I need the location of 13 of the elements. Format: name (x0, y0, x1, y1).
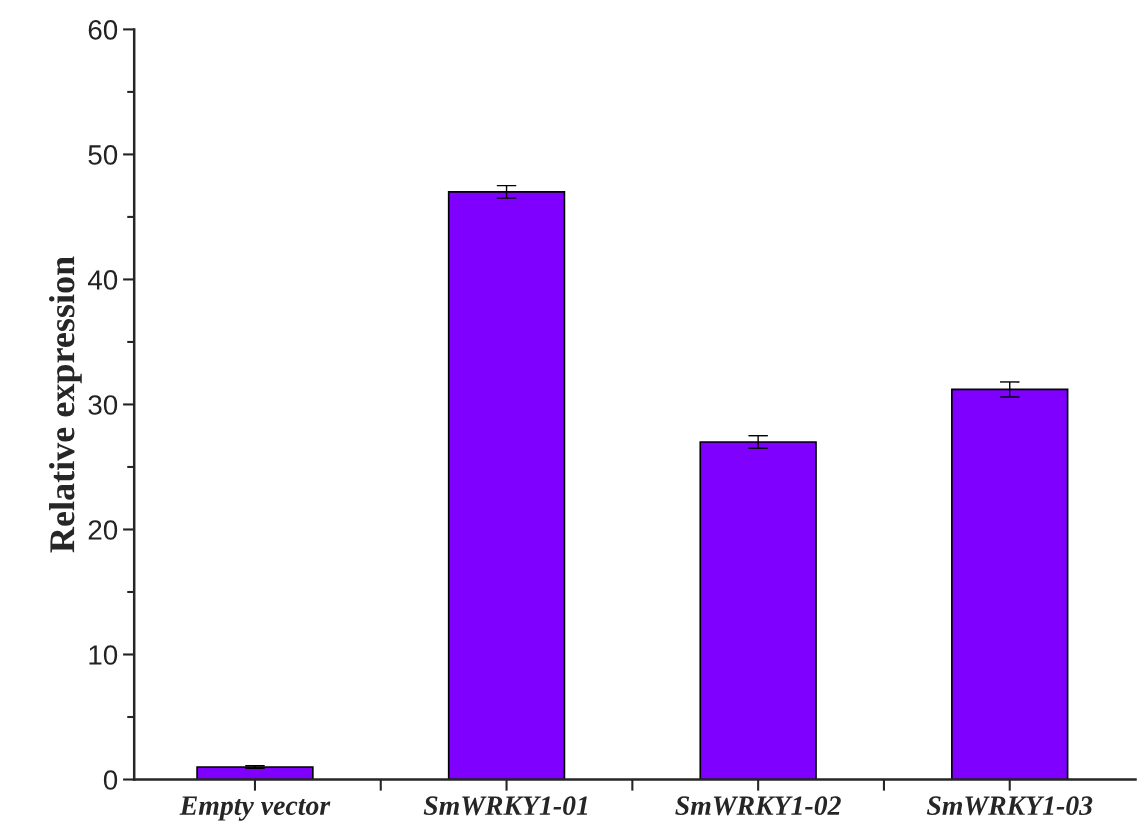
y-tick-label: 10 (89, 645, 118, 665)
x-tick-label: SmWRKY1-03 (926, 796, 1093, 816)
x-tick-label: Empty vector (179, 796, 331, 821)
y-tick-label: 60 (88, 20, 118, 40)
y-axis-title: Relative expression (49, 256, 82, 553)
y-tick-label: 50 (88, 145, 118, 165)
y-tick-label: 0 (103, 770, 118, 790)
y-tick-label: 20 (88, 520, 118, 540)
y-tick-label: 30 (88, 395, 118, 415)
x-tick-label: SmWRKY1-02 (675, 796, 841, 816)
bar (196, 766, 314, 780)
y-tick-label: 40 (87, 270, 118, 290)
x-tick-label: SmWRKY1-01 (423, 796, 588, 816)
